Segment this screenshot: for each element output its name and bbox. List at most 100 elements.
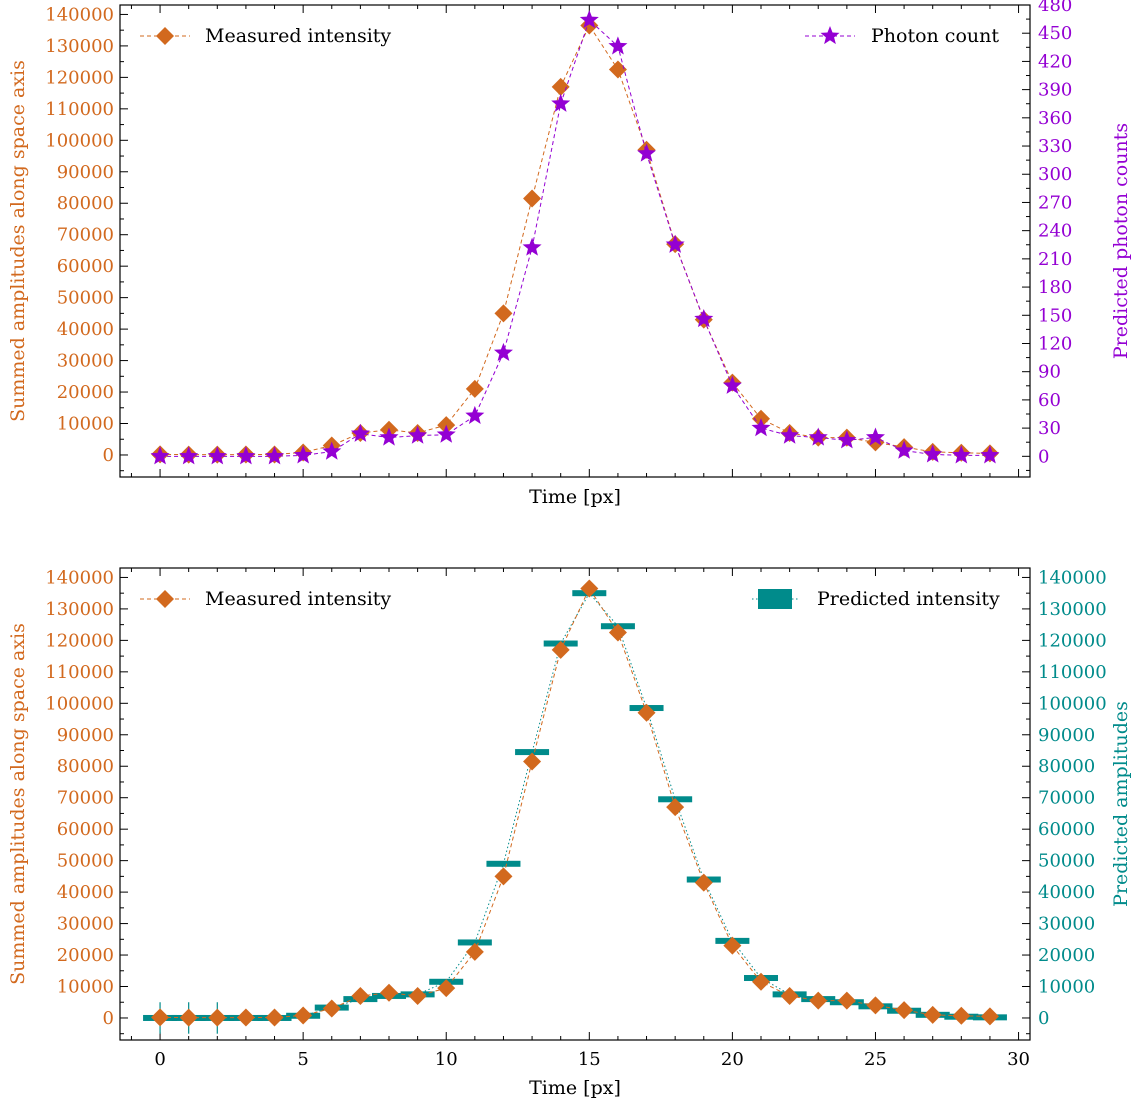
y-tick-label: 130000 [45,599,114,620]
measured-point [494,304,513,323]
y-tick-label: 30000 [57,914,114,935]
legend-diamond-marker [156,590,174,608]
measured-point [895,1001,914,1020]
measured-point [523,752,542,771]
y-tick-label: 80000 [57,756,114,777]
measured-point [294,1006,313,1025]
y-tick-label: 10000 [57,977,114,998]
measured-point [809,991,828,1010]
left-y-axis: 0 10000 20000 30000 40000 50000 60000 70000 8000… [45,567,128,1035]
y-tick-label: 110000 [45,662,114,683]
photon-point [322,441,342,460]
measured-point [580,579,599,598]
photon-point [837,430,857,449]
y-right-tick-label: 60 [1038,390,1061,411]
predicted-point [457,939,492,946]
photon-point [894,440,914,459]
photon-point [436,424,456,443]
photon-point [493,342,513,361]
y-right-tick-label: 240 [1038,221,1072,242]
y-axis-label-right: Predicted amplitudes [1110,701,1132,907]
series-measured-intensity [151,16,999,464]
left-y-axis: 0 10000 20000 30000 40000 50000 60000 70000 8000… [45,4,128,472]
photon-point [808,427,828,446]
measured-point [379,983,398,1002]
y-right-tick-label: 480 [1038,0,1072,16]
measured-point [523,189,542,208]
y-tick-label: 60000 [57,819,114,840]
measured-point [637,703,656,722]
y-right-tick-label: 180 [1038,277,1072,298]
photon-point [980,445,1000,464]
series-predicted-intensity [143,590,1007,1034]
measured-point [666,798,685,817]
x-tick-label: 5 [297,1049,308,1070]
measured-point [465,942,484,961]
x-axis-label: Time [px] [529,1077,621,1099]
y-right-tick-label: 270 [1038,192,1072,213]
y-right-tick-label: 30 [1038,418,1061,439]
y-right-tick-label: 90000 [1038,725,1095,746]
measured-point [551,77,570,96]
y-right-tick-label: 50000 [1038,851,1095,872]
y-tick-label: 40000 [57,319,114,340]
y-right-tick-label: 100000 [1038,693,1107,714]
photon-point [722,375,742,394]
y-tick-label: 0 [103,445,114,466]
measured-point [179,1008,198,1027]
photon-point [179,446,199,465]
y-tick-label: 60000 [57,256,114,277]
measured-point [494,867,513,886]
x-tick-label: 10 [435,1049,458,1070]
legend-label: Predicted intensity [817,588,1000,610]
series-line [160,587,990,1019]
legend-star-marker [820,26,840,45]
y-tick-label: 70000 [57,788,114,809]
series-line [160,19,990,457]
photon-point [293,445,313,464]
legend-right: Photon count [805,25,999,47]
y-tick-label: 120000 [45,67,114,88]
y-right-tick-label: 420 [1038,51,1072,72]
measured-point [752,972,771,991]
measured-point [723,936,742,955]
photon-point [150,446,170,465]
legend-label: Measured intensity [205,588,391,610]
y-tick-label: 80000 [57,193,114,214]
x-ticks [130,5,1020,477]
predicted-point [486,860,521,867]
y-right-tick-label: 150 [1038,305,1072,326]
legend-right: Predicted intensity [752,588,1000,610]
x-tick-label: 20 [721,1049,744,1070]
photon-point [465,405,485,424]
measured-point [866,996,885,1015]
photon-point [408,425,428,444]
measured-point [608,623,627,642]
measured-point [322,999,341,1018]
y-right-tick-label: 210 [1038,249,1072,270]
y-right-tick-label: 90 [1038,362,1061,383]
y-tick-label: 40000 [57,882,114,903]
y-tick-label: 90000 [57,162,114,183]
y-tick-label: 100000 [45,693,114,714]
x-tick-label: 0 [154,1049,165,1070]
legend-bar-marker [758,589,792,609]
y-axis-label-left: Summed amplitudes along space axis [7,60,29,422]
x-axis-label: Time [px] [529,486,621,508]
measured-point [608,60,627,79]
y-right-tick-label: 10000 [1038,977,1095,998]
y-tick-label: 100000 [45,130,114,151]
series-line [160,592,990,1019]
series-line [160,24,990,456]
y-right-tick-label: 0 [1038,446,1049,467]
measured-point [151,1008,170,1027]
legend-label: Measured intensity [205,25,391,47]
y-right-tick-label: 70000 [1038,788,1095,809]
top-panel: 0 10000 20000 30000 40000 50000 60000 70000 8000… [7,0,1132,508]
photon-point [780,425,800,444]
photon-point [865,427,885,446]
y-tick-label: 0 [103,1008,114,1029]
y-axis-label-right: Predicted photon counts [1110,123,1132,359]
legend-left: Measured intensity [140,25,391,47]
